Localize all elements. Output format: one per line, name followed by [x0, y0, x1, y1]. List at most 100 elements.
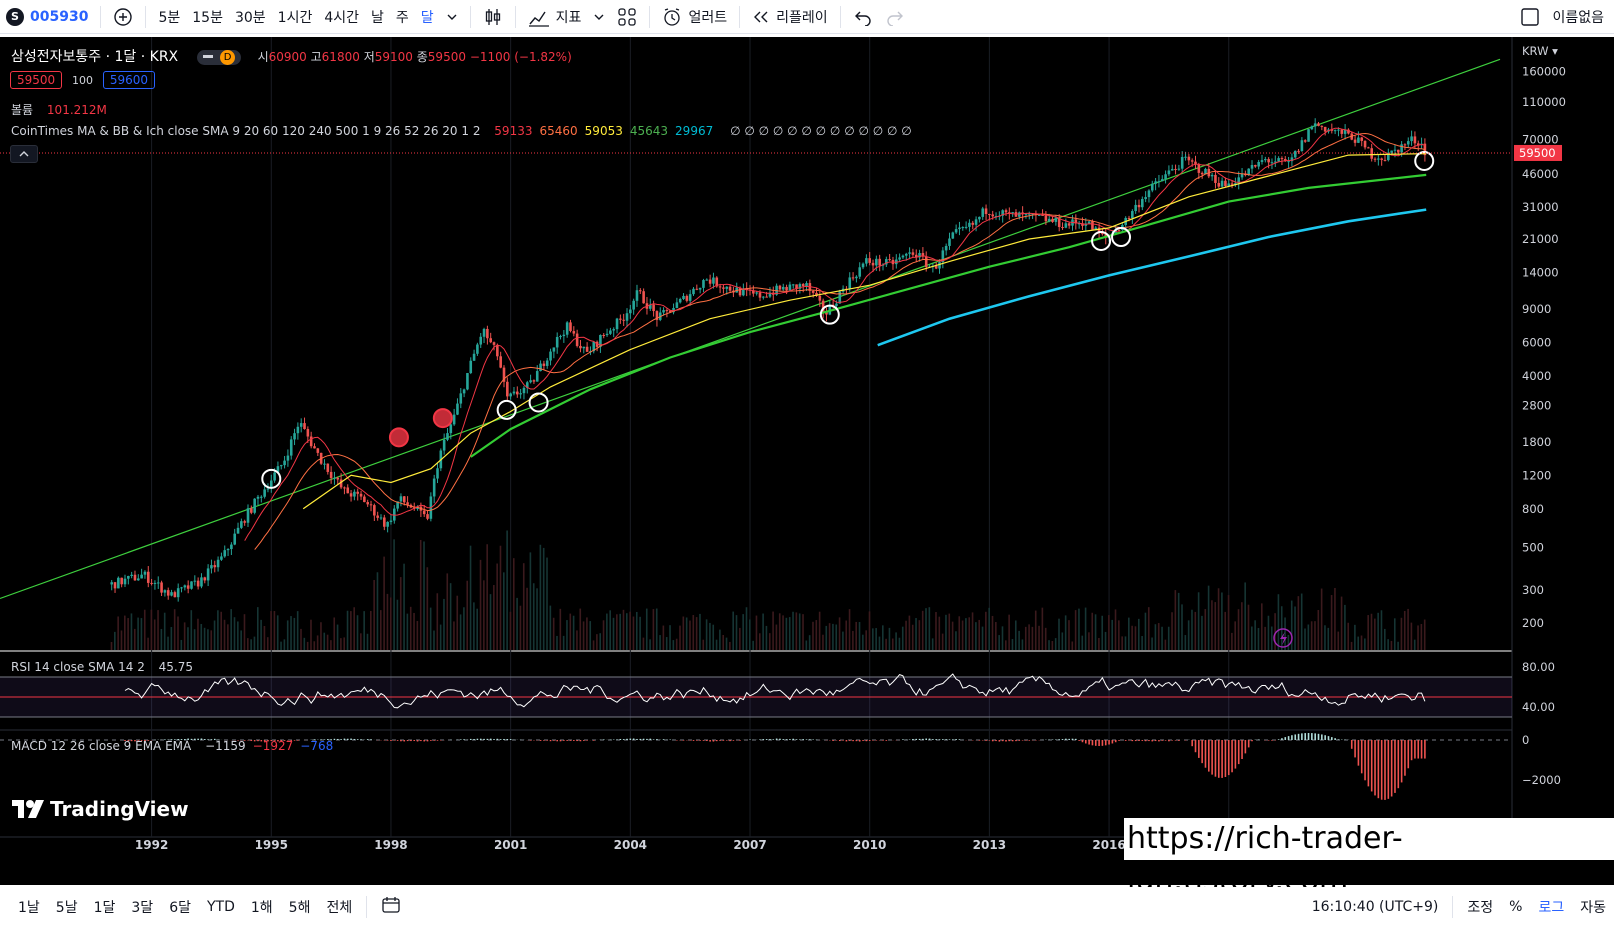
layout-checkbox[interactable]: [1514, 0, 1546, 34]
indicators-button[interactable]: 지표: [522, 0, 588, 34]
macd-histogram-bar: [629, 738, 632, 740]
candle-body: [725, 286, 729, 289]
candle-body: [948, 238, 951, 246]
volume-bar: [1231, 632, 1233, 650]
macd-histogram-bar: [403, 740, 406, 742]
replay-button[interactable]: 리플레이: [746, 0, 834, 34]
macd-histogram-bar: [922, 738, 924, 740]
interval-4h[interactable]: 4시간: [324, 9, 359, 26]
candle-body: [1001, 210, 1004, 216]
volume-bar: [1061, 632, 1064, 650]
date-range-calendar-icon[interactable]: [373, 896, 409, 918]
interval-week[interactable]: 주: [395, 9, 409, 26]
templates-grid-icon[interactable]: [611, 0, 643, 34]
candle-body: [1157, 181, 1161, 183]
volume-bar: [506, 530, 508, 650]
candle-body: [1367, 147, 1370, 149]
interval-30m[interactable]: 30분: [234, 9, 266, 26]
delay-toggle[interactable]: D: [196, 49, 242, 65]
macd-histogram-bar: [573, 740, 575, 741]
range-1m[interactable]: 1달: [93, 900, 116, 916]
macd-histogram-bar: [915, 738, 918, 740]
macd-histogram-bar: [549, 740, 552, 742]
chart-area[interactable]: 1992199519982001200420072010201320162019…: [0, 37, 1614, 885]
percent-toggle[interactable]: %: [1509, 899, 1523, 915]
volume-bar: [197, 618, 199, 650]
volume-bar: [137, 617, 139, 650]
chevron-down-icon[interactable]: [440, 0, 464, 34]
candle-body: [1227, 183, 1231, 187]
macd-histogram-bar: [639, 738, 642, 740]
volume-bar: [250, 639, 252, 650]
log-toggle[interactable]: 로그: [1538, 900, 1565, 916]
volume-bar: [183, 622, 186, 650]
candle-body: [805, 283, 808, 287]
volume-bar: [1088, 632, 1090, 650]
interval-1h[interactable]: 1시간: [277, 9, 313, 26]
volume-bar: [745, 607, 748, 650]
macd-histogram-bar: [177, 739, 179, 740]
macd-histogram-bar: [592, 740, 595, 741]
macd-histogram-bar: [290, 740, 293, 741]
macd-histogram-bar: [1297, 733, 1300, 740]
macd-histogram-bar: [1191, 740, 1193, 747]
layout-name[interactable]: 이름없음: [1552, 9, 1604, 26]
volume-bar: [363, 611, 365, 650]
range-6m[interactable]: 6달: [169, 900, 191, 916]
macd-histogram-bar: [998, 740, 1001, 742]
macd-histogram-bar: [705, 740, 708, 741]
indicator-legend[interactable]: CoinTimes MA & BB & Ich close SMA 9 20 6…: [11, 124, 912, 138]
macd-histogram-bar: [1168, 740, 1170, 742]
clock-time[interactable]: 16:10:40 (UTC+9): [1311, 899, 1439, 915]
undo-icon[interactable]: [847, 0, 879, 34]
interval-month[interactable]: 달: [420, 9, 434, 26]
macd-legend[interactable]: MACD 12 26 close 9 EMA EMA −1159 −1927 −76…: [11, 739, 340, 753]
volume-bar: [652, 609, 655, 650]
range-1y[interactable]: 1해: [250, 900, 273, 916]
range-3m[interactable]: 3달: [131, 900, 154, 916]
volume-bar: [609, 610, 611, 650]
symbol-search[interactable]: S 005930: [0, 0, 94, 34]
collapse-legend-button[interactable]: [10, 145, 38, 163]
volume-bar: [788, 617, 791, 650]
range-5y[interactable]: 5해: [288, 900, 311, 916]
candle-body: [698, 287, 702, 290]
volume-bar: [778, 613, 781, 650]
compare-plus-icon[interactable]: [107, 0, 139, 34]
candle-body: [1097, 227, 1101, 233]
volume-bar: [167, 636, 169, 650]
interval-15m[interactable]: 15분: [192, 9, 223, 26]
volume-bar: [419, 539, 422, 650]
interval-5m[interactable]: 5분: [158, 9, 181, 26]
volume-bar: [512, 558, 515, 650]
auto-toggle[interactable]: 자동: [1580, 900, 1606, 916]
volume-legend[interactable]: 볼륨 101.212M: [11, 101, 107, 118]
tradingview-logo[interactable]: TradingView: [12, 797, 189, 821]
bid-button[interactable]: 59500: [10, 71, 63, 89]
chart-canvas[interactable]: 1992199519982001200420072010201320162019…: [0, 37, 1614, 885]
volume-value: 101.212M: [46, 103, 107, 117]
range-5d[interactable]: 5날: [55, 900, 78, 916]
redo-icon[interactable]: [879, 0, 911, 34]
volume-bar: [599, 633, 602, 650]
volume-bar: [1078, 608, 1080, 650]
range-all[interactable]: 전체: [326, 900, 353, 916]
range-ytd[interactable]: YTD: [206, 899, 235, 915]
volume-bar: [752, 640, 754, 650]
volume-bar: [848, 609, 851, 650]
chevron-down-icon[interactable]: [587, 0, 611, 34]
alerts-button[interactable]: 얼러트: [656, 0, 733, 34]
candle-body: [336, 477, 340, 480]
candle-body: [1287, 161, 1290, 163]
candle-body: [426, 514, 429, 519]
range-1d[interactable]: 1날: [18, 900, 40, 916]
interval-day[interactable]: 날: [371, 9, 384, 26]
time-tick-label: 2013: [973, 838, 1006, 852]
ask-button[interactable]: 59600: [102, 71, 156, 89]
macd-histogram-bar: [978, 740, 981, 741]
adjust-toggle[interactable]: 조정: [1467, 900, 1494, 916]
candle-body: [622, 319, 625, 321]
rsi-legend[interactable]: RSI 14 close SMA 14 2 45.75: [11, 660, 193, 674]
volume-bar: [230, 609, 232, 650]
candles-icon[interactable]: [477, 0, 509, 34]
